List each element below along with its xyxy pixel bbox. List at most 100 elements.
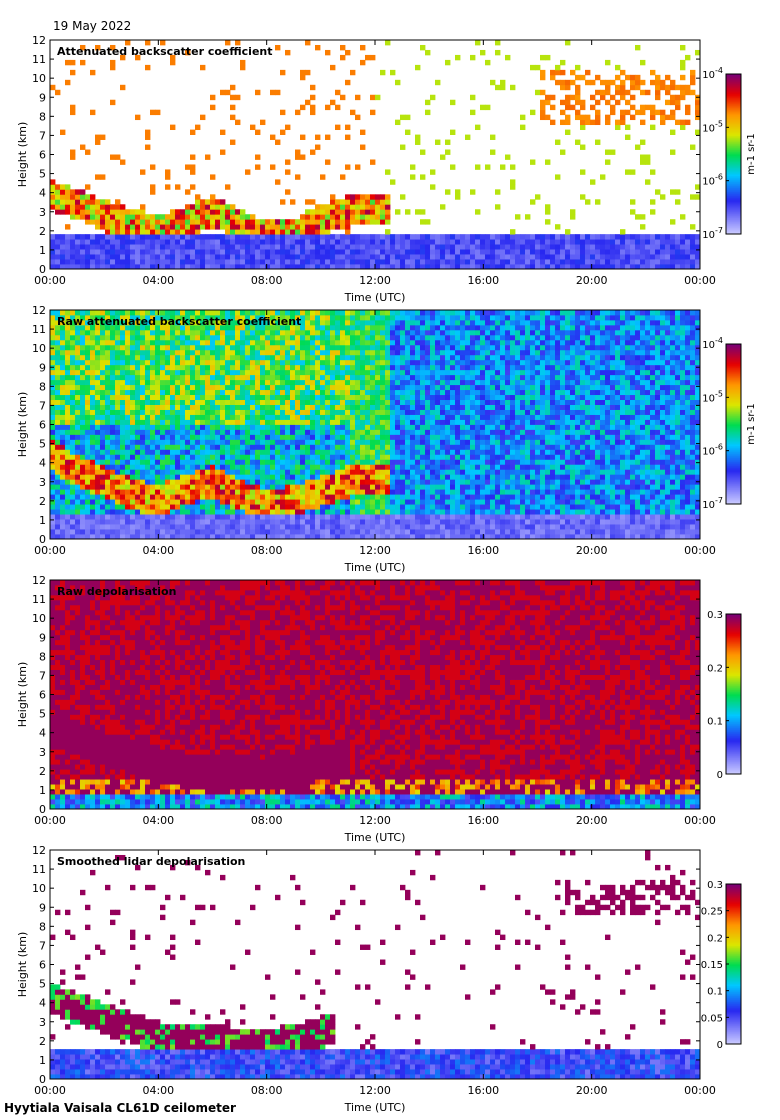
heatmap-cell: [85, 149, 91, 155]
heatmap-cell: [90, 209, 96, 215]
heatmap-cell: [175, 239, 181, 245]
heatmap-cell: [370, 324, 376, 331]
heatmap-cell: [550, 69, 556, 76]
heatmap-cell: [160, 529, 166, 535]
heatmap-cell: [365, 234, 371, 240]
heatmap-cell: [140, 169, 146, 175]
heatmap-cell: [110, 514, 116, 520]
heatmap-cell: [165, 429, 171, 435]
heatmap-cell: [180, 319, 186, 326]
heatmap-cell: [310, 519, 316, 525]
heatmap-cell: [345, 394, 351, 401]
heatmap-cell: [400, 114, 406, 121]
heatmap-cell: [250, 489, 256, 495]
heatmap-cell: [120, 234, 126, 240]
heatmap-cell: [65, 189, 71, 195]
heatmap-cell: [215, 204, 221, 210]
heatmap-cell: [280, 409, 286, 415]
heatmap-cell: [310, 494, 316, 500]
heatmap-cell: [150, 234, 156, 240]
heatmap-cell: [135, 484, 141, 490]
heatmap-cell: [150, 474, 156, 480]
heatmap-cell: [245, 334, 251, 341]
heatmap-cell: [210, 414, 216, 420]
heatmap-cell: [95, 379, 101, 386]
heatmap-cell: [105, 244, 111, 250]
heatmap-cell: [315, 484, 321, 490]
heatmap-cell: [140, 344, 146, 351]
heatmap-cell: [130, 334, 136, 341]
heatmap-cell: [200, 384, 206, 391]
heatmap-cell: [235, 409, 241, 415]
heatmap-cell: [145, 429, 151, 435]
heatmap-cell: [270, 359, 276, 366]
heatmap-cell: [195, 494, 201, 500]
heatmap-cell: [210, 514, 216, 520]
heatmap-cell: [185, 254, 191, 260]
heatmap-cell: [70, 319, 76, 326]
heatmap-cell: [370, 529, 376, 535]
heatmap-cell: [200, 409, 206, 415]
heatmap-cell: [70, 364, 76, 371]
heatmap-cell: [145, 254, 151, 260]
heatmap-cell: [130, 209, 136, 215]
heatmap-cell: [330, 339, 336, 346]
heatmap-cell: [250, 310, 256, 316]
heatmap-cell: [110, 324, 116, 331]
heatmap-cell: [205, 384, 211, 391]
heatmap-cell: [315, 234, 321, 240]
heatmap-cell: [370, 329, 376, 336]
heatmap-cell: [95, 239, 101, 245]
heatmap-cell: [70, 469, 76, 475]
heatmap-cell: [375, 419, 381, 425]
heatmap-cell: [430, 234, 436, 240]
heatmap-cell: [65, 414, 71, 420]
heatmap-cell: [215, 404, 221, 410]
heatmap-cell: [110, 379, 116, 386]
heatmap-cell: [345, 124, 351, 131]
heatmap-cell: [70, 189, 76, 195]
heatmap-cell: [245, 489, 251, 495]
heatmap-cell: [205, 449, 211, 455]
heatmap-cell: [200, 249, 206, 255]
heatmap-cell: [105, 459, 111, 465]
heatmap-cell: [365, 399, 371, 405]
heatmap-cell: [110, 454, 116, 460]
heatmap-cell: [395, 244, 401, 250]
heatmap-cell: [185, 310, 191, 316]
heatmap-cell: [185, 354, 191, 361]
heatmap-cell: [575, 264, 581, 270]
heatmap-cell: [305, 254, 311, 260]
heatmap-cell: [215, 369, 221, 376]
heatmap-cell: [335, 509, 341, 515]
heatmap-cell: [550, 104, 556, 111]
heatmap-cell: [370, 519, 376, 525]
heatmap-cell: [160, 449, 166, 455]
heatmap-cell: [240, 389, 246, 396]
heatmap-cell: [240, 484, 246, 490]
heatmap-cell: [190, 404, 196, 410]
heatmap-cell: [375, 314, 381, 321]
colorbar-swatch: [726, 216, 741, 219]
heatmap-cell: [180, 434, 186, 440]
heatmap-cell: [125, 489, 131, 495]
heatmap-cell: [295, 319, 301, 326]
heatmap-cell: [90, 339, 96, 346]
heatmap-cell: [385, 244, 391, 250]
heatmap-cell: [460, 264, 466, 270]
heatmap-cell: [515, 259, 521, 265]
heatmap-cell: [290, 534, 296, 540]
heatmap-cell: [125, 424, 131, 430]
heatmap-cell: [285, 434, 291, 440]
heatmap-cell: [345, 354, 351, 361]
heatmap-cell: [375, 384, 381, 391]
heatmap-cell: [150, 444, 156, 450]
heatmap-cell: [180, 454, 186, 460]
heatmap-cell: [245, 354, 251, 361]
heatmap-cell: [280, 369, 286, 376]
heatmap-cell: [80, 464, 86, 470]
heatmap-cell: [640, 119, 646, 126]
heatmap-cell: [340, 234, 346, 240]
heatmap-cell: [530, 109, 536, 116]
heatmap-cell: [480, 49, 486, 56]
